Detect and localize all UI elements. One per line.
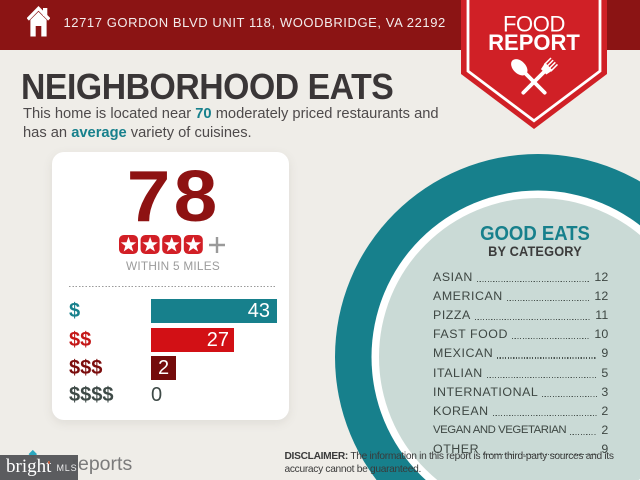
svg-text:FOOD: FOOD xyxy=(503,11,565,36)
svg-text:REPORT: REPORT xyxy=(488,30,580,55)
